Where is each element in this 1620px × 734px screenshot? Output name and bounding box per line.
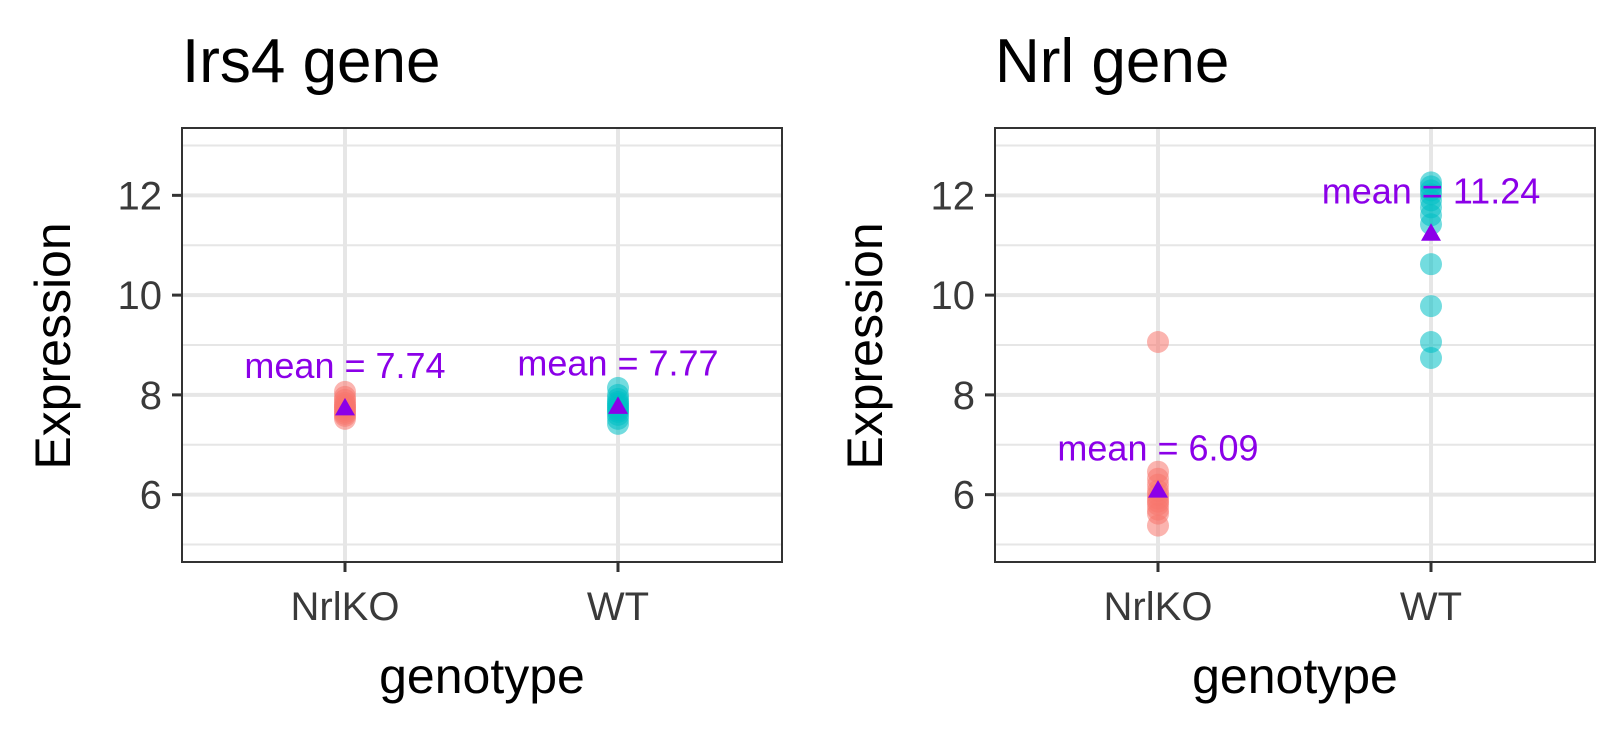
data-point <box>334 380 356 403</box>
data-point <box>1420 295 1442 318</box>
data-point <box>1147 331 1169 354</box>
mean-annotation: mean = 11.24 <box>1322 170 1541 211</box>
x-axis-title: genotype <box>1192 648 1398 704</box>
mean-annotation: mean = 7.77 <box>517 342 718 383</box>
data-point <box>1420 331 1442 354</box>
panel-title: Irs4 gene <box>182 27 441 96</box>
panel-border <box>994 127 1596 563</box>
y-tick-label: 8 <box>953 374 975 418</box>
data-point <box>607 376 629 399</box>
mean-annotation: mean = 7.74 <box>244 345 445 386</box>
mean-marker <box>608 396 628 414</box>
x-tick-label: NrlKO <box>291 585 400 629</box>
y-tick-label: 12 <box>931 174 976 218</box>
x-axis-title: genotype <box>379 648 585 704</box>
data-point <box>1420 346 1442 369</box>
y-tick-label: 12 <box>118 174 163 218</box>
panel-border <box>181 127 783 563</box>
mean-marker <box>335 397 355 416</box>
y-tick-label: 10 <box>931 274 976 318</box>
y-tick-label: 6 <box>953 474 975 518</box>
x-tick-label: NrlKO <box>1104 585 1213 629</box>
x-tick-label: WT <box>1400 585 1462 629</box>
y-axis-title: Expression <box>837 222 893 469</box>
mean-marker <box>1421 223 1441 241</box>
irs4-panel: Irs4 gene genotype Expression mean = 7.7… <box>25 27 783 704</box>
y-tick-label: 10 <box>118 274 163 318</box>
panel-title: Nrl gene <box>995 27 1229 96</box>
mean-marker <box>1148 480 1168 498</box>
data-point <box>1420 253 1442 276</box>
y-tick-label: 8 <box>140 374 162 418</box>
x-tick-label: WT <box>587 585 649 629</box>
mean-annotation: mean = 6.09 <box>1057 427 1258 468</box>
data-point <box>1420 171 1442 194</box>
data-point <box>1147 460 1169 483</box>
y-axis-title: Expression <box>25 222 81 469</box>
y-tick-label: 6 <box>140 474 162 518</box>
nrl-panel: Nrl gene genotype Expression mean = 6.09… <box>837 27 1596 704</box>
